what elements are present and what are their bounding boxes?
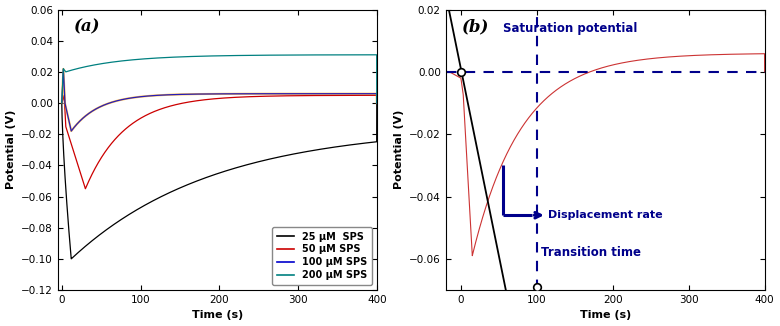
Y-axis label: Potential (V): Potential (V)	[394, 110, 403, 189]
Legend: 25 μM  SPS, 50 μM SPS, 100 μM SPS, 200 μM SPS: 25 μM SPS, 50 μM SPS, 100 μM SPS, 200 μM…	[271, 227, 372, 285]
Text: (b): (b)	[462, 18, 489, 35]
Text: Displacement rate: Displacement rate	[548, 210, 663, 220]
X-axis label: Time (s): Time (s)	[580, 310, 631, 320]
Y-axis label: Potential (V): Potential (V)	[5, 110, 16, 189]
X-axis label: Time (s): Time (s)	[192, 310, 243, 320]
Text: (a): (a)	[74, 18, 101, 35]
Text: Transition time: Transition time	[541, 246, 640, 259]
Text: Saturation potential: Saturation potential	[502, 22, 637, 35]
